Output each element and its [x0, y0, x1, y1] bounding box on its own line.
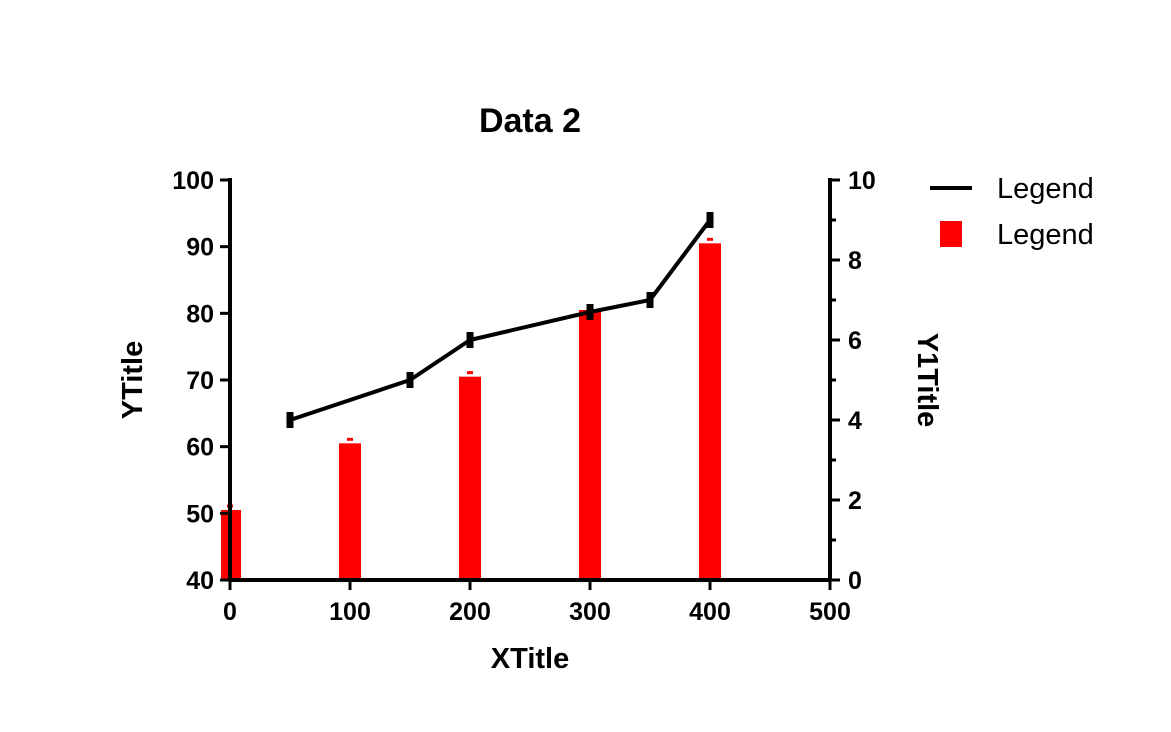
line-point: [406, 372, 414, 388]
x-tick-label: 300: [569, 598, 611, 626]
plot-area: 0 100 200 300 400 500 40 50 60 70 80 90 100 0 2 4 6 8 10: [172, 167, 876, 626]
x-tick-label: 100: [329, 598, 371, 626]
x-tick-label: 200: [449, 598, 491, 626]
legend: Legend Legend: [930, 173, 1094, 251]
legend-bar-swatch: [940, 221, 962, 247]
y2-tick-label: 0: [848, 567, 862, 595]
line-series: [289, 218, 712, 422]
chart-title: Data 2: [479, 102, 581, 140]
line-point: [646, 292, 654, 308]
line-point: [586, 304, 594, 320]
bar: [339, 443, 361, 580]
y-tick-label: 90: [186, 234, 214, 262]
y-tick-label: 60: [186, 434, 214, 462]
y2-axis-title: Y1Title: [911, 333, 943, 428]
bar: [579, 310, 601, 580]
line-point: [466, 332, 474, 348]
y2-tick-label: 6: [848, 327, 862, 355]
bar: [459, 376, 481, 580]
y2-tick-label: 8: [848, 247, 862, 275]
y-tick-label: 50: [186, 500, 214, 528]
y-tick-label: 80: [186, 300, 214, 328]
y2-tick-label: 10: [848, 167, 876, 195]
legend-label-line: Legend: [997, 173, 1094, 205]
legend-label-bar: Legend: [997, 219, 1094, 251]
x-tick-label: 400: [689, 598, 731, 626]
bar: [699, 243, 721, 581]
y-tick-label: 100: [172, 167, 214, 195]
y2-tick-label: 2: [848, 487, 862, 515]
x-axis-title: XTitle: [491, 643, 569, 675]
y-tick-label: 70: [186, 367, 214, 395]
line-point: [706, 212, 714, 228]
x-tick-label: 500: [809, 598, 851, 626]
x-tick-label: 0: [223, 598, 237, 626]
line-point: [286, 412, 294, 428]
y-tick-label: 40: [186, 567, 214, 595]
y-axis-title: YTitle: [117, 341, 149, 419]
y2-tick-label: 4: [848, 407, 862, 435]
